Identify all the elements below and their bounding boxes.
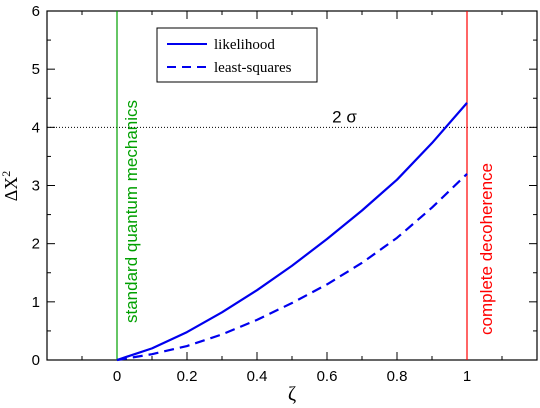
x-tick-label: 0.4 — [247, 368, 268, 385]
legend-label-likelihood: likelihood — [214, 37, 275, 53]
series-group — [116, 102, 468, 362]
reference-lines — [47, 11, 537, 360]
x-tick-label: 0 — [113, 368, 121, 385]
series-line-likelihood — [116, 102, 468, 362]
legend-label-least-squares: least-squares — [214, 60, 292, 76]
sigma-annotation: 2 σ — [332, 107, 357, 126]
complete-decoherence-label: complete decoherence — [477, 163, 496, 335]
x-tick-label: 0.6 — [317, 368, 338, 385]
y-tick-label: 2 — [32, 236, 40, 253]
legend: likelihood least-squares — [156, 27, 318, 83]
y-tick-label: 1 — [32, 294, 40, 311]
x-axis-label: ζ — [288, 383, 296, 405]
series-line-least-squares — [116, 173, 468, 362]
x-tick-label: 0.8 — [387, 368, 408, 385]
x-tick-label: 1 — [463, 368, 471, 385]
y-axis-label: ΔX2 — [0, 171, 21, 202]
y-tick-label: 4 — [32, 119, 40, 136]
x-tick-label: 0.2 — [177, 368, 198, 385]
y-tick-label: 3 — [32, 178, 40, 195]
y-axis-label-superscript: 2 — [0, 171, 13, 177]
y-tick-label: 0 — [32, 352, 40, 369]
y-tick-label: 5 — [32, 61, 40, 78]
svg-text:ΔX2: ΔX2 — [0, 171, 21, 202]
axis-ticks: 0 0.2 0.4 0.6 0.8 1 0 1 2 3 4 5 6 — [32, 3, 538, 385]
legend-box — [156, 27, 318, 83]
y-axis-label-base: ΔX — [1, 177, 21, 202]
standard-qm-label: standard quantum mechanics — [122, 100, 141, 323]
y-tick-label: 6 — [32, 3, 40, 20]
